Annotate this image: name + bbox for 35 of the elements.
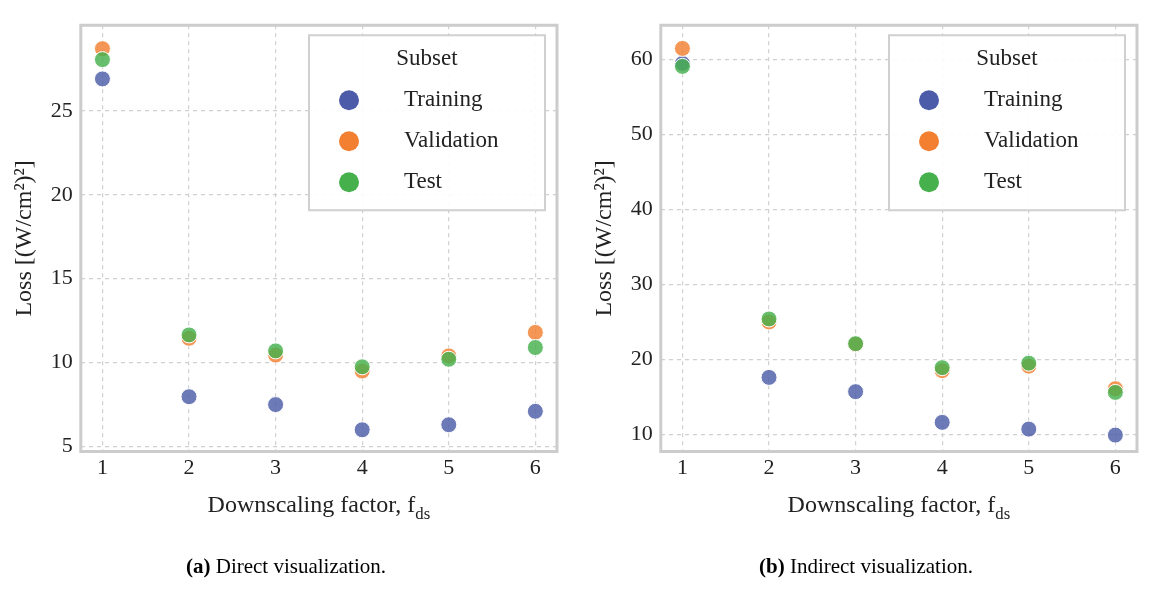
- x-tick-label: 1: [676, 453, 688, 479]
- x-tick-label: 5: [443, 453, 455, 479]
- legend-title: Subset: [976, 45, 1039, 71]
- x-tick-label: 6: [1109, 453, 1121, 479]
- y-tick-label: 15: [50, 264, 73, 290]
- y-tick-label: 5: [61, 432, 73, 458]
- text: (a) Direct visualization.: [185, 554, 387, 578]
- x-tick-label: 3: [850, 453, 862, 479]
- legend-label: Validation: [984, 127, 1080, 153]
- y-axis-title: Loss [(W/cm²)²]: [589, 160, 616, 317]
- legend-label: Test: [404, 168, 443, 194]
- x-tick-label: 2: [183, 453, 195, 479]
- legend-label: Test: [984, 168, 1023, 194]
- x-tick-label: 4: [936, 453, 948, 479]
- y-tick-label: 60: [630, 45, 653, 71]
- text: (b) Indirect visualization.: [758, 554, 974, 578]
- x-tick-label: 4: [356, 453, 368, 479]
- x-tick-label: 5: [1023, 453, 1035, 479]
- y-tick-label: 50: [630, 120, 653, 146]
- y-tick-label: 25: [50, 96, 73, 122]
- legend-label: Training: [984, 86, 1063, 112]
- y-tick-label: 10: [50, 348, 73, 374]
- y-tick-label: 20: [630, 345, 653, 371]
- legend-label: Training: [404, 86, 483, 112]
- x-tick-label: 2: [763, 453, 775, 479]
- y-tick-label: 20: [50, 180, 73, 206]
- legend-label: Validation: [404, 127, 500, 153]
- x-tick-label: 3: [270, 453, 282, 479]
- y-tick-label: 40: [630, 195, 653, 221]
- legend-title: Subset: [396, 45, 459, 71]
- x-tick-label: 1: [96, 453, 108, 479]
- x-tick-label: 6: [529, 453, 541, 479]
- y-tick-label: 30: [630, 270, 653, 296]
- y-tick-label: 10: [630, 420, 653, 446]
- y-axis-title: Loss [(W/cm²)²]: [9, 160, 36, 317]
